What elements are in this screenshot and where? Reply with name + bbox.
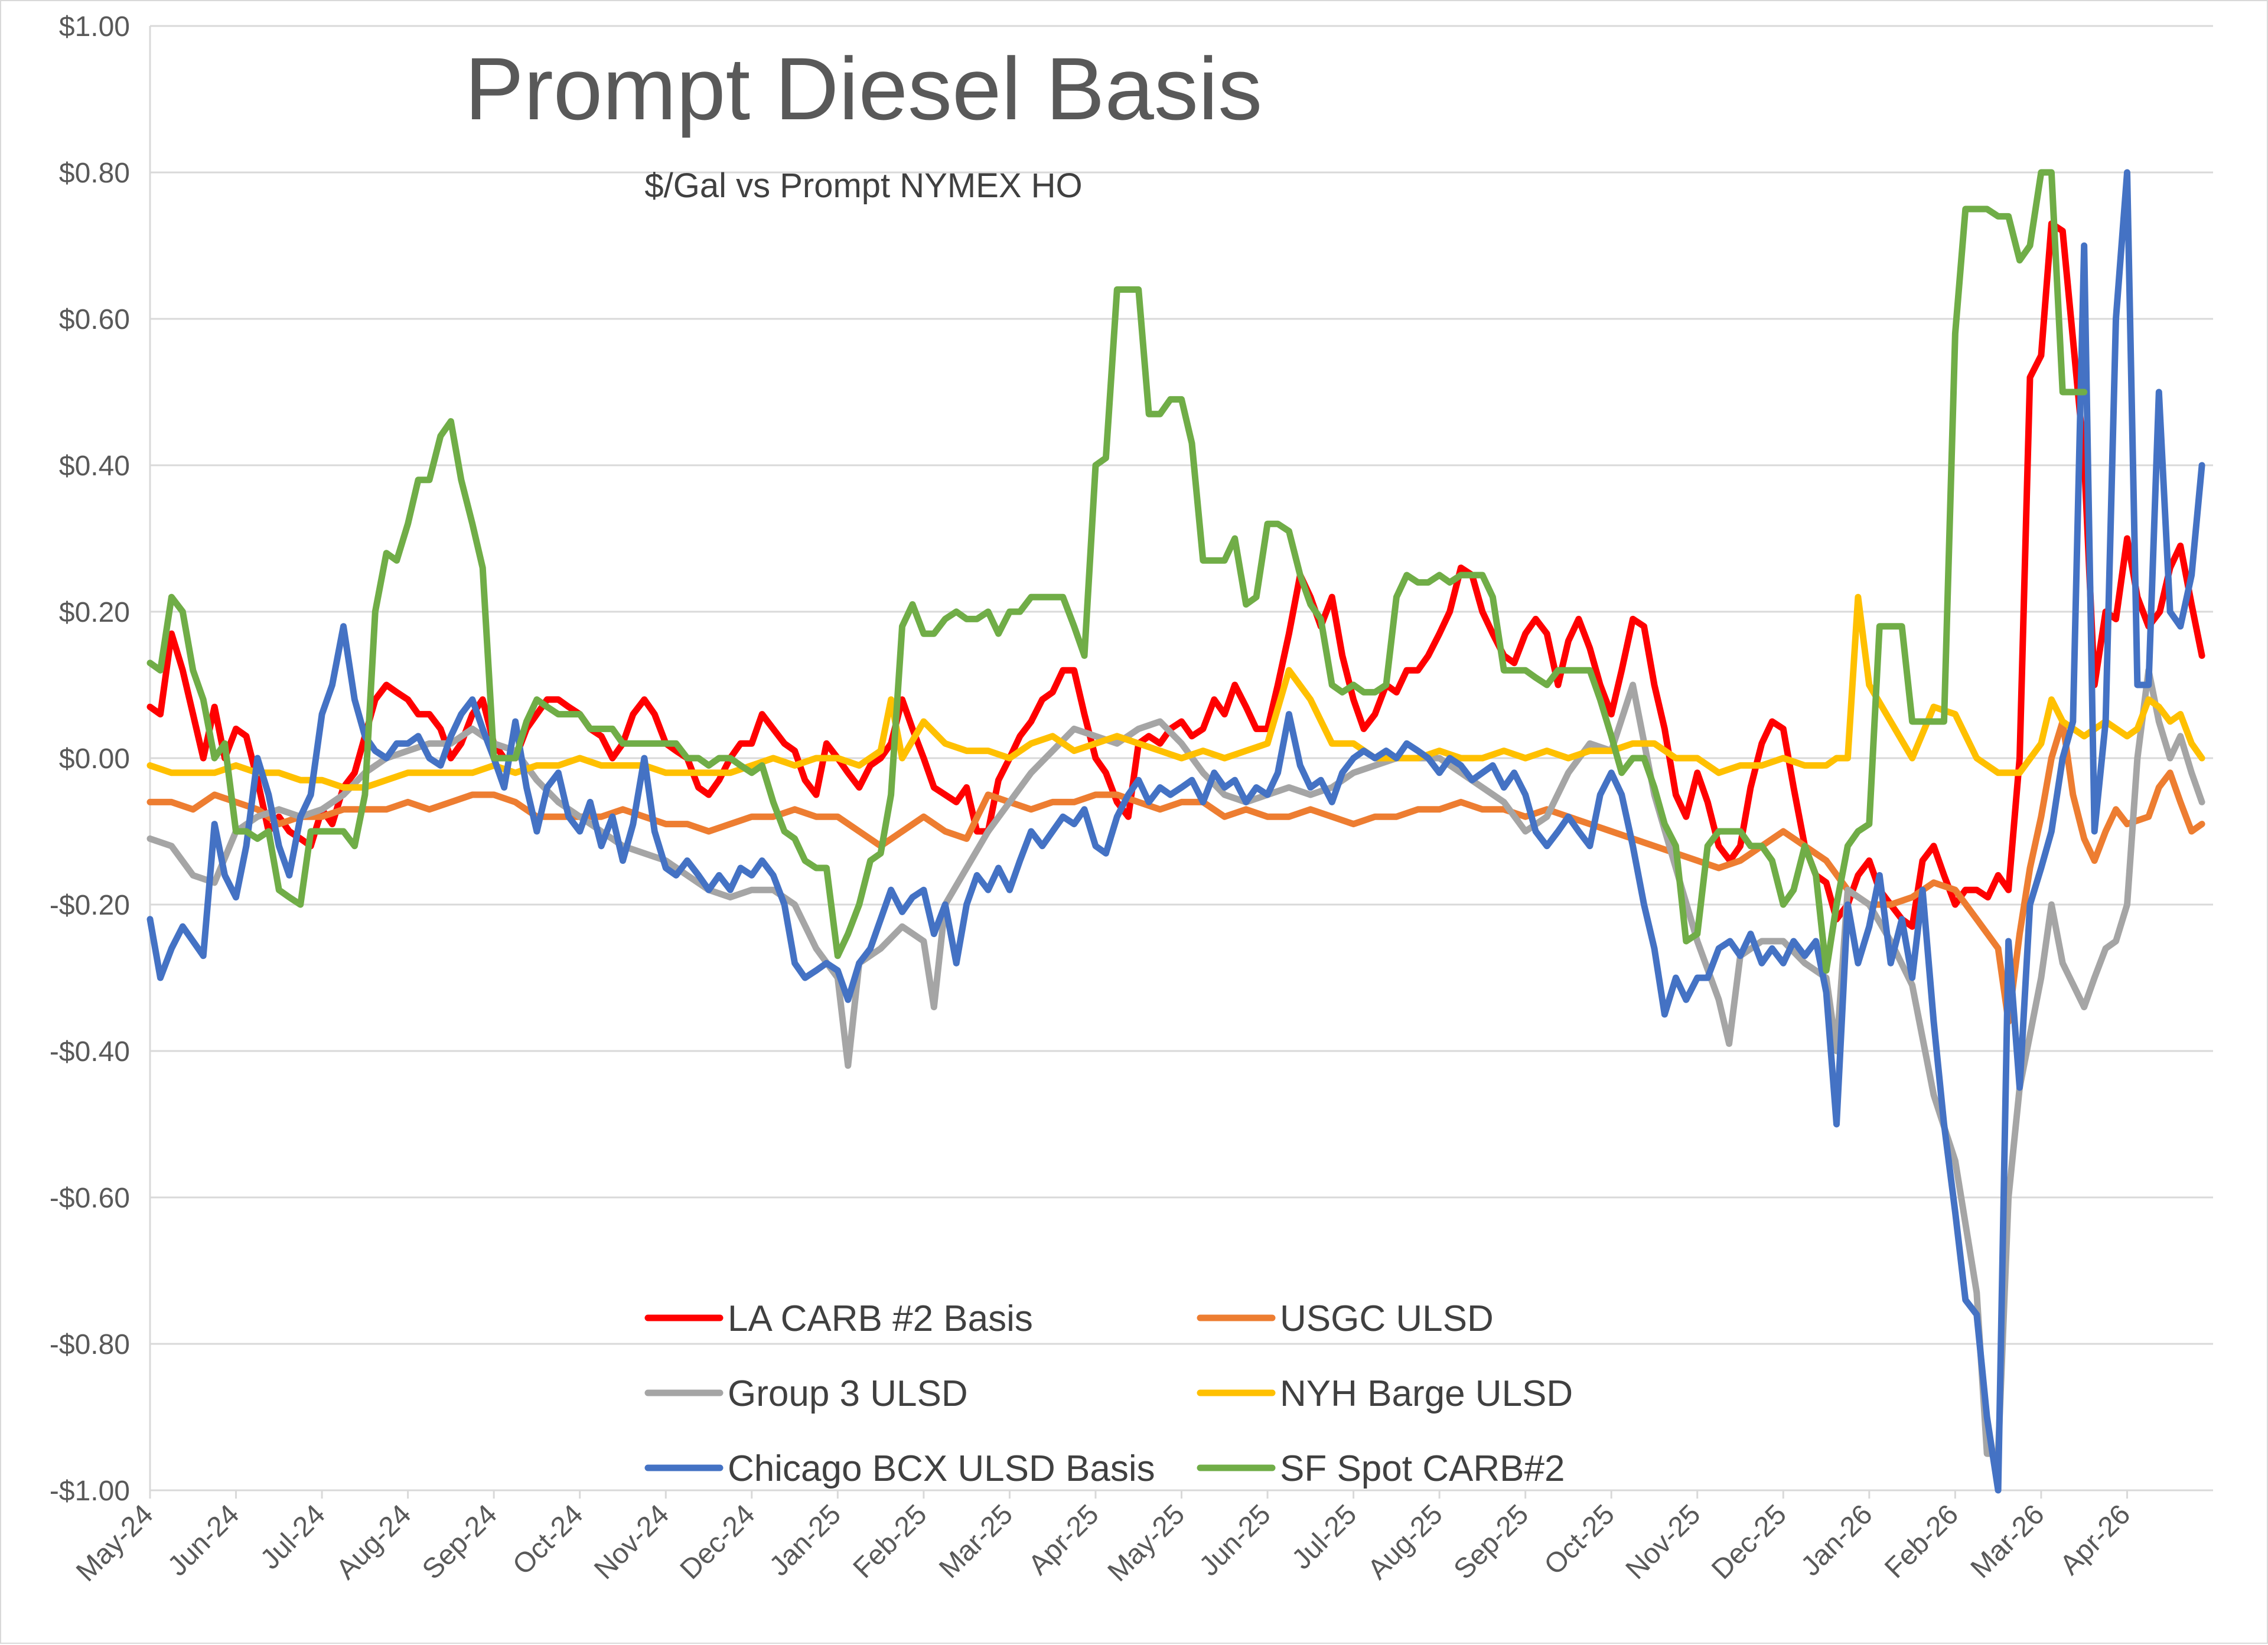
y-tick-label: $0.20 [59,597,130,628]
legend-item-4: Chicago BCX ULSD Basis [644,1448,1155,1489]
x-tick-label: Oct-25 [1539,1499,1621,1581]
x-tick-label: Feb-26 [1879,1499,1964,1584]
x-tick-label: Feb-25 [848,1499,933,1584]
legend-item-0: LA CARB #2 Basis [644,1298,1033,1339]
chart-subtitle: $/Gal vs Prompt NYMEX HO [644,167,1082,205]
y-tick-label: $0.00 [59,743,130,775]
series-line-1 [146,718,2205,1025]
legend-item-5: SF Spot CARB#2 [1197,1448,1565,1489]
legend-item-3: NYH Barge ULSD [1197,1373,1573,1414]
x-tick-label: May-24 [70,1499,159,1588]
x-tick-label: Dec-24 [674,1499,761,1585]
x-tick-label: Jan-26 [1795,1499,1878,1582]
legend-item-1: USGC ULSD [1197,1298,1494,1339]
x-tick-label: Apr-25 [1022,1499,1104,1581]
x-tick-label: Nov-25 [1620,1499,1707,1585]
x-tick-label: Jun-24 [162,1499,245,1582]
y-tick-label: -$1.00 [50,1476,130,1507]
chart-title: Prompt Diesel Basis [465,39,1262,138]
legend-label: Group 3 ULSD [728,1373,968,1414]
x-tick-label: Jul-24 [255,1499,331,1575]
legend: LA CARB #2 Basis USGC ULSD Group 3 ULSD NYH… [644,1298,1573,1489]
x-tick-label: Mar-26 [1965,1499,2051,1584]
series-line-5 [146,169,2088,974]
x-tick-label: May-25 [1102,1499,1191,1588]
y-tick-label: -$0.40 [50,1036,130,1068]
series-lines [146,169,2205,1494]
x-tick-label: Oct-24 [507,1499,589,1581]
y-tick-label: $0.80 [59,158,130,189]
x-tick-label: Sep-24 [416,1499,503,1585]
x-tick-label: Aug-25 [1362,1499,1449,1585]
legend-label: SF Spot CARB#2 [1280,1448,1565,1489]
y-tick-label: -$0.60 [50,1183,130,1214]
x-tick-label: Jun-25 [1194,1499,1277,1582]
y-tick-label: -$0.80 [50,1329,130,1360]
series-line-3 [146,593,2205,791]
legend-label: USGC ULSD [1280,1298,1494,1339]
series-line-4 [146,169,2205,1494]
y-tick-label: $0.60 [59,304,130,335]
x-tick-label: Dec-25 [1706,1499,1793,1585]
x-tick-label: Aug-24 [330,1499,417,1585]
x-tick-label: Jan-25 [764,1499,847,1582]
series-line-0 [146,220,2205,930]
x-tick-label: Nov-24 [588,1499,675,1585]
legend-label: NYH Barge ULSD [1280,1373,1573,1414]
x-tick-label: Apr-26 [2054,1499,2136,1581]
x-tick-label: Sep-25 [1448,1499,1535,1585]
legend-label: Chicago BCX ULSD Basis [728,1448,1155,1489]
legend-item-2: Group 3 ULSD [644,1373,968,1414]
y-axis-ticks: $1.00 $0.80 $0.60 $0.40 $0.20 $0.00 -$0.20 -$0.… [50,11,130,1507]
legend-label: LA CARB #2 Basis [728,1298,1033,1339]
x-tick-label: Jul-25 [1286,1499,1363,1575]
y-tick-label: $1.00 [59,11,130,43]
y-tick-label: $0.40 [59,451,130,482]
x-tick-label: Mar-25 [933,1499,1019,1584]
y-tick-label: -$0.20 [50,890,130,921]
